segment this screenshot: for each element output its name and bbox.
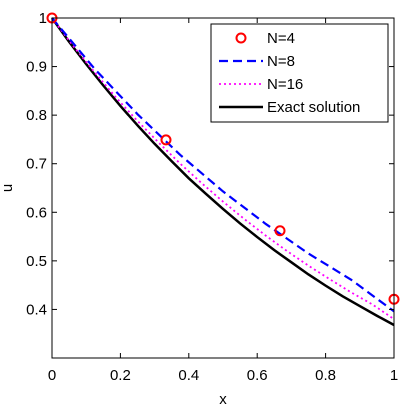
y-tick-label: 0.7 xyxy=(26,156,47,173)
n4-marker xyxy=(160,134,172,146)
y-tick-label: 0.5 xyxy=(26,253,47,270)
legend-label: N=8 xyxy=(267,53,295,70)
legend-label: N=16 xyxy=(267,76,303,93)
y-axis-label: u xyxy=(0,184,16,192)
legend-swatch xyxy=(235,32,247,44)
x-tick-label: 0.8 xyxy=(315,367,336,384)
legend: N=4 N=8 N=16 Exact solution xyxy=(210,23,389,123)
y-tick-label: 0.4 xyxy=(26,301,47,318)
x-tick-label: 1 xyxy=(390,367,398,384)
series-line-exact-solution xyxy=(50,17,395,327)
x-axis-label: x xyxy=(219,391,227,407)
y-tick-label: 1 xyxy=(39,10,47,27)
legend-label: N=4 xyxy=(267,30,295,47)
y-tick-label: 0.6 xyxy=(26,204,47,221)
x-tick-label: 0 xyxy=(48,367,56,384)
x-tick-label: 0.6 xyxy=(247,367,268,384)
x-tick-label: 0.4 xyxy=(178,367,199,384)
plot-frame xyxy=(51,17,395,359)
series-line-n-16 xyxy=(51,17,395,320)
series-line-n-8 xyxy=(51,17,395,313)
n4-marker xyxy=(274,225,286,237)
y-tick-label: 0.9 xyxy=(26,59,47,76)
legend-box xyxy=(210,23,389,123)
y-tick-label: 0.8 xyxy=(26,107,47,124)
legend-label: Exact solution xyxy=(267,99,360,116)
series-layer xyxy=(46,12,400,327)
x-tick-label: 0.2 xyxy=(110,367,131,384)
ticks-layer: 0 0.2 0.4 0.6 0.8 1 0.4 0.5 0.6 0.7 0.8 0.9 1 xyxy=(26,10,398,384)
